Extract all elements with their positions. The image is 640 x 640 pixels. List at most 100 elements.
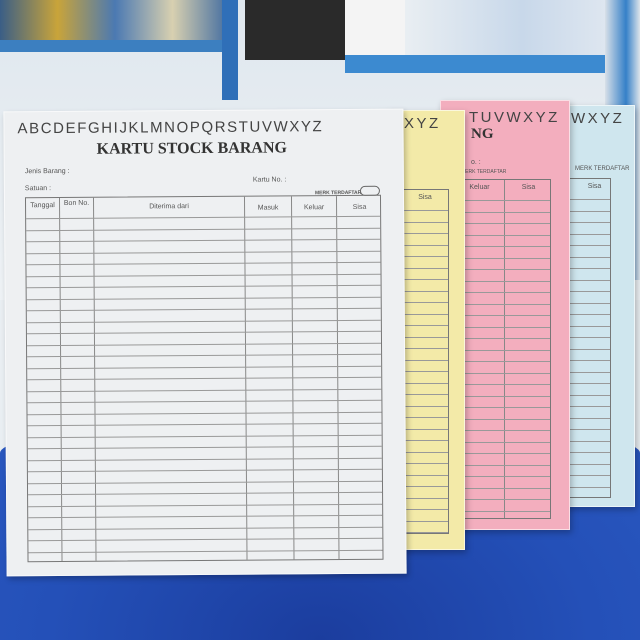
ledger-row-line <box>387 440 448 441</box>
ledger-row-line <box>532 291 610 292</box>
ledger-row-line <box>442 407 550 408</box>
ledger-row-line <box>387 405 448 407</box>
ledger-row-line <box>27 365 382 369</box>
ledger-row-line <box>442 361 550 362</box>
kartu-no-label: Kartu No. : <box>252 176 287 184</box>
ledger-row-line <box>387 371 448 372</box>
ledger-row-line <box>26 238 381 243</box>
ledger-row-line <box>532 325 610 327</box>
ledger-row-line <box>532 210 610 212</box>
ledger-row-line <box>26 330 381 335</box>
shelf-rail <box>345 55 640 73</box>
ledger-row-line <box>442 384 550 385</box>
ledger-row-line <box>442 464 550 466</box>
shelf-post <box>222 0 238 100</box>
ledger-row-line <box>532 394 610 396</box>
ledger-row-line <box>387 359 448 361</box>
ledger-row-line <box>26 227 381 231</box>
ledger-row-line <box>532 360 610 361</box>
ledger-row-line <box>27 353 382 358</box>
ledger-row-line <box>28 549 383 553</box>
column-header: Keluar <box>469 184 490 191</box>
ledger-row-line <box>387 279 448 280</box>
ledger-row-line <box>442 487 550 489</box>
ledger-row-line <box>532 314 610 315</box>
ledger-row-line <box>387 233 448 234</box>
ledger-row-line <box>387 532 448 533</box>
ledger-row-line <box>26 273 381 277</box>
column-header: Keluar <box>303 204 325 212</box>
ledger-row-line <box>387 382 448 384</box>
ledger-row-line <box>532 302 610 304</box>
ledger-row-line <box>532 440 610 442</box>
ledger-row-line <box>442 223 550 224</box>
ledger-row-line <box>28 514 383 519</box>
ledger-row-line <box>442 257 550 259</box>
card-alphabet: ABCDEFGHIJKLMNOPQRSTUVWXYZ <box>17 118 324 138</box>
ledger-row-line <box>26 261 381 266</box>
ledger-row-line <box>532 452 610 453</box>
ledger-row-line <box>27 399 382 404</box>
ledger-row-line <box>442 326 550 328</box>
ledger-row-line <box>532 337 610 338</box>
ledger-row-line <box>387 520 448 522</box>
ledger-row-line <box>532 406 610 407</box>
ledger-row-line <box>27 468 382 473</box>
product-box <box>345 0 405 58</box>
stock-card-white: ABCDEFGHIJKLMNOPQRSTUVWXYZ KARTU STOCK B… <box>3 108 407 577</box>
ledger-row-line <box>28 526 383 530</box>
card-title-fragment: NG <box>471 126 494 142</box>
ledger-row-line <box>532 383 610 384</box>
ledger-row-line <box>442 200 550 201</box>
ledger-row-line <box>442 395 550 397</box>
brand-label: MERK TERDAFTAR <box>575 166 630 172</box>
ledger-row-line <box>442 280 550 282</box>
ledger-row-line <box>387 336 448 338</box>
ledger-row-line <box>27 445 382 450</box>
ledger-row-line <box>442 246 550 247</box>
ledger-row-line <box>387 256 448 257</box>
ledger-row-line <box>532 256 610 258</box>
ledger-row-line <box>532 429 610 430</box>
ledger-row-line <box>532 371 610 373</box>
ledger-row-line <box>442 476 550 477</box>
ledger-row-line <box>27 422 382 427</box>
product-box <box>245 0 345 60</box>
ledger-row-line <box>387 325 448 326</box>
column-header: Sisa <box>418 194 432 201</box>
ledger-row-line <box>532 348 610 350</box>
ledger-row-line <box>532 199 610 200</box>
column-header: Tanggal <box>30 202 55 210</box>
ledger-row-line <box>387 451 448 453</box>
ledger-row-line <box>387 394 448 395</box>
ledger-row-line <box>387 302 448 303</box>
ledger-row-line <box>442 430 550 431</box>
ledger-row-line <box>442 303 550 305</box>
ledger-row-line <box>26 215 381 220</box>
ledger-row-line <box>442 269 550 270</box>
ledger-row-line <box>532 475 610 476</box>
ledger-row-line <box>27 388 382 392</box>
ledger-row-line <box>532 233 610 235</box>
card-alphabet: TUVWXYZ <box>469 109 560 126</box>
ledger-row-line <box>27 376 382 381</box>
ledger-row-line <box>28 503 383 507</box>
ledger-row-line <box>442 211 550 213</box>
ledger-row-line <box>442 349 550 351</box>
ledger-row-line <box>387 221 448 223</box>
column-header: Sisa <box>352 203 367 211</box>
kartu-no-fragment: o. : <box>471 159 481 166</box>
card-alphabet: XYZ <box>404 115 441 132</box>
satuan-label: Satuan : <box>24 185 52 193</box>
ledger-row-line <box>387 313 448 315</box>
ledger-row-line <box>532 268 610 269</box>
ledger-row-line <box>387 497 448 499</box>
ledger-row-line <box>442 292 550 293</box>
column-header: Diterima dari <box>149 203 189 211</box>
column-header: Bon No. <box>63 199 90 207</box>
ledger-row-line <box>442 418 550 420</box>
ledger-row-line <box>26 296 381 300</box>
ledger-row-line <box>532 486 610 488</box>
ledger-row-line <box>442 453 550 454</box>
ledger-row-line <box>442 234 550 236</box>
